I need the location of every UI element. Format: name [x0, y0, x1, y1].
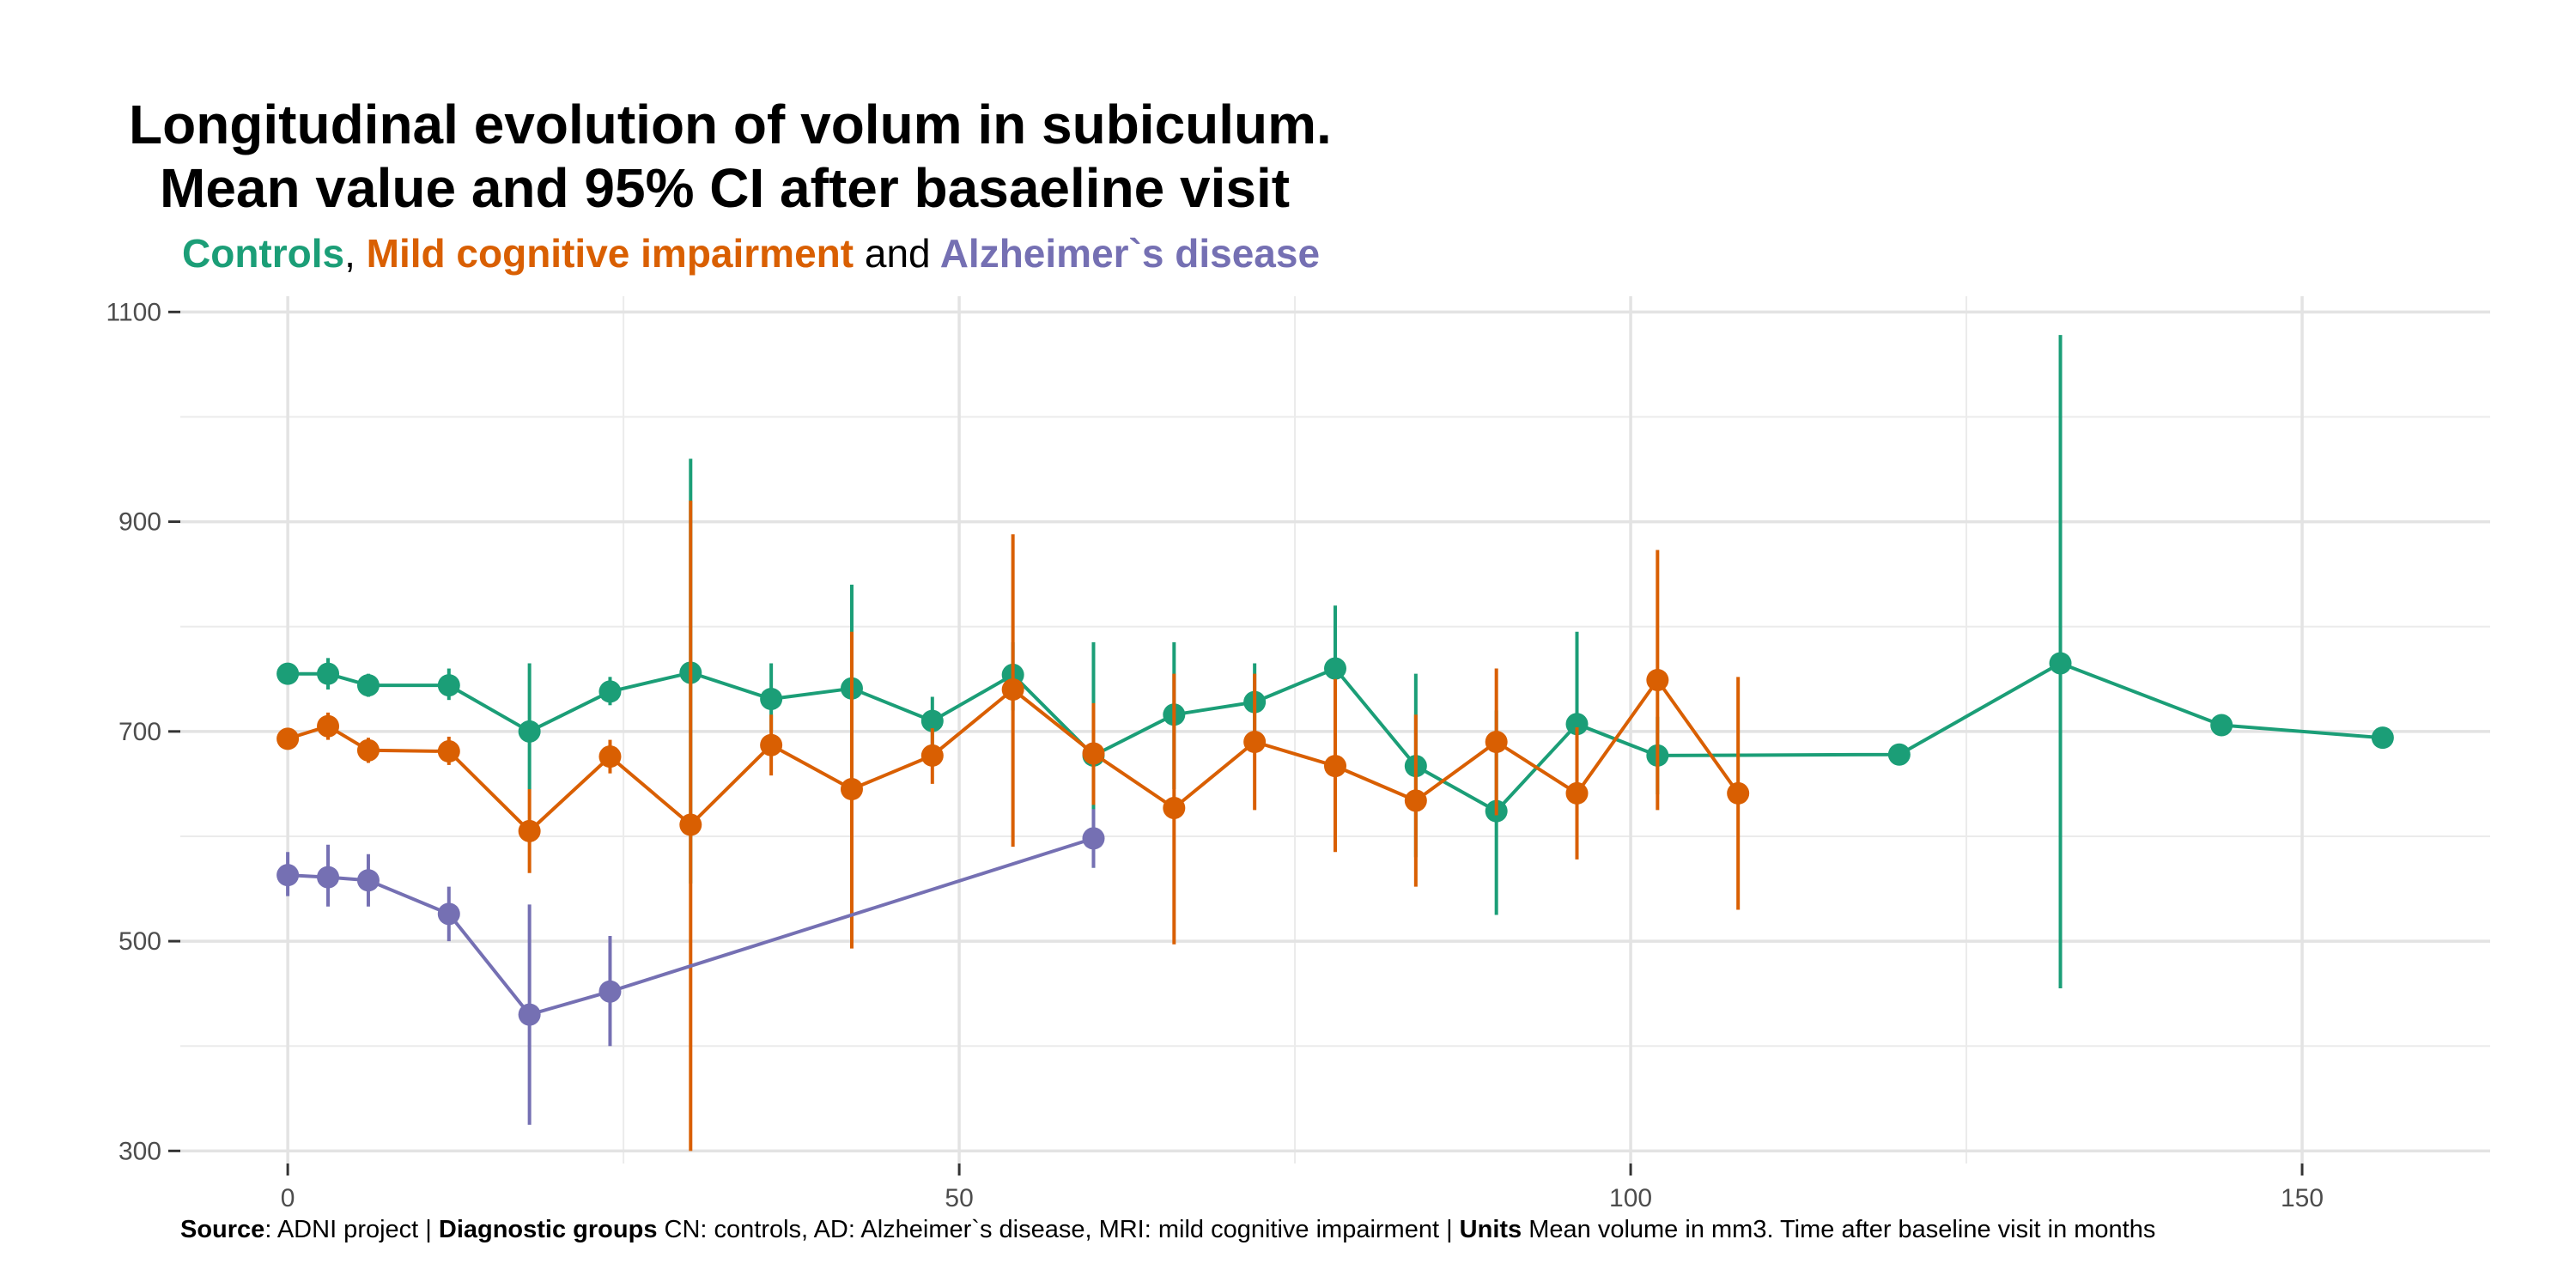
y-tick-label: 900 — [118, 508, 161, 537]
caption-units-label: Units — [1459, 1216, 1522, 1243]
data-point — [1887, 743, 1911, 766]
chart-subtitle: Controls, Mild cognitive impairment and … — [182, 230, 1320, 276]
data-point — [1324, 755, 1346, 778]
subtitle-group-mci: Mild cognitive impairment — [366, 231, 854, 276]
data-point — [518, 819, 541, 842]
data-point — [1565, 713, 1589, 736]
caption-source-text: : ADNI project | — [264, 1216, 439, 1243]
data-point — [598, 745, 622, 769]
x-tick-label: 150 — [2281, 1184, 2324, 1212]
data-point — [276, 662, 300, 685]
caption-units-text: Mean volume in mm3. Time after baseline … — [1522, 1216, 2156, 1243]
subtitle-separator-2: and — [864, 231, 931, 276]
subtitle-group-controls: Controls — [182, 231, 345, 276]
x-tick-label: 50 — [945, 1184, 973, 1212]
x-tick-label: 100 — [1609, 1184, 1652, 1212]
data-point — [920, 744, 944, 767]
data-point — [317, 714, 340, 738]
data-point — [437, 674, 460, 697]
y-tick-label: 500 — [118, 927, 161, 956]
caption-groups-label: Diagnostic groups — [438, 1216, 658, 1243]
data-point — [2210, 714, 2233, 737]
data-point — [518, 1003, 541, 1026]
data-point — [317, 866, 340, 889]
chart-title: Longitudinal evolution of volum in subic… — [129, 93, 1332, 220]
data-point — [1646, 668, 1669, 691]
data-point — [1163, 796, 1186, 819]
chart-caption: Source: ADNI project | Diagnostic groups… — [180, 1216, 2155, 1244]
data-point — [1324, 657, 1346, 680]
tick-layer: 300 500 700 900 1100 0 50 100 150 — [106, 298, 2324, 1212]
y-tick-label: 1100 — [106, 298, 161, 326]
data-point — [1485, 731, 1508, 754]
chart-title-line-2: Mean value and 95% CI after basaeline vi… — [160, 157, 1291, 219]
data-point — [760, 733, 783, 756]
data-point — [598, 980, 622, 1003]
data-point — [356, 738, 380, 762]
data-point — [840, 778, 863, 801]
subtitle-separator-1: , — [344, 231, 355, 276]
data-point — [518, 720, 541, 743]
data-point — [1082, 827, 1105, 850]
data-point — [598, 680, 622, 703]
data-point — [2049, 652, 2072, 675]
data-point — [1727, 781, 1750, 805]
data-point — [760, 687, 783, 710]
series-line — [287, 678, 1740, 833]
data-point — [920, 709, 944, 732]
data-point — [437, 902, 460, 926]
chart-title-line-1: Longitudinal evolution of volum in subic… — [129, 94, 1332, 155]
grid-layer — [180, 296, 2490, 1163]
y-tick-label: 300 — [118, 1137, 161, 1165]
data-point — [1243, 731, 1267, 754]
data-point — [437, 740, 460, 763]
caption-source-label: Source — [180, 1216, 265, 1243]
data-point — [2371, 726, 2394, 750]
data-point — [679, 813, 702, 836]
data-point — [276, 727, 300, 750]
data-point — [356, 869, 380, 892]
caption-groups-text: CN: controls, AD: Alzheimer`s disease, M… — [657, 1216, 1460, 1243]
subtitle-group-ad: Alzheimer`s disease — [939, 231, 1321, 276]
y-tick-label: 700 — [118, 718, 161, 746]
x-tick-label: 0 — [281, 1184, 295, 1212]
data-point — [356, 674, 380, 697]
data-point — [1001, 677, 1024, 701]
data-point — [1565, 781, 1589, 805]
series-2 — [276, 809, 1105, 1125]
series-1 — [276, 501, 1750, 1151]
data-point — [276, 864, 300, 887]
series-layer — [276, 335, 2394, 1151]
data-point — [1404, 789, 1427, 812]
data-point — [1082, 742, 1105, 765]
series-0 — [276, 335, 2394, 989]
data-point — [317, 662, 340, 685]
